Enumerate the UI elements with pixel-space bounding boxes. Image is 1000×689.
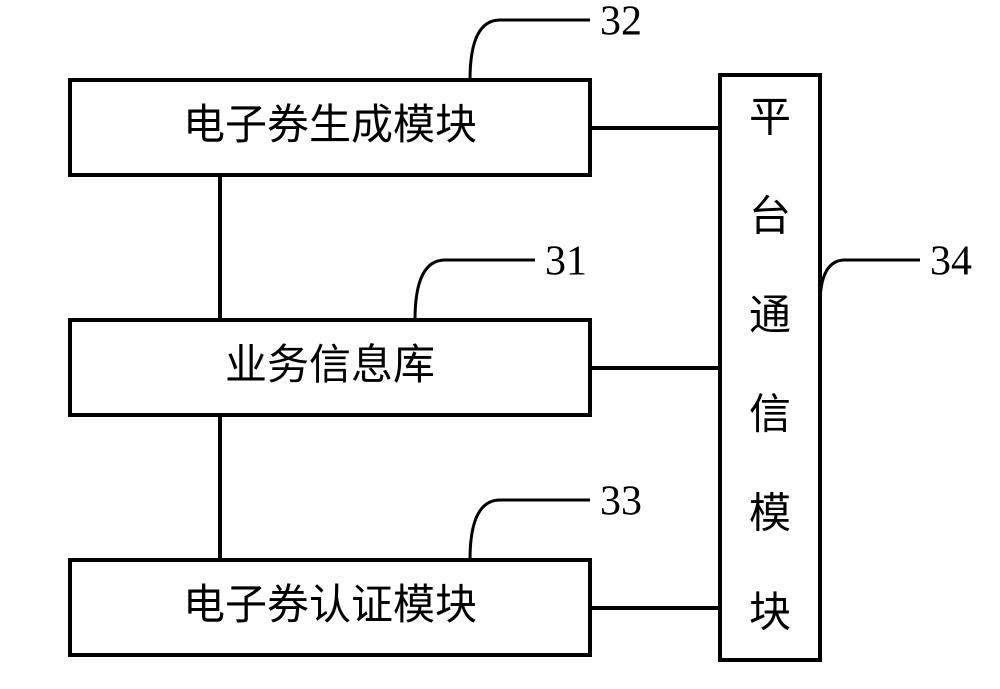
canvas-bg [0,0,1000,689]
ref-label-31: 31 [545,239,587,285]
box-label-b31: 业务信息库 [225,342,435,389]
ref-label-32: 32 [600,0,642,45]
ref-label-33: 33 [600,479,642,525]
box-vchar-b34-1: 台 [749,195,791,241]
ref-label-34: 34 [930,239,972,285]
box-vchar-b34-3: 信 [749,393,791,439]
box-vchar-b34-4: 模 [749,492,791,538]
box-vchar-b34-0: 平 [749,96,791,142]
box-vchar-b34-2: 通 [749,294,791,340]
box-label-b32: 电子券生成模块 [183,103,477,149]
box-label-b33: 电子券认证模块 [183,583,477,629]
box-vchar-b34-5: 块 [749,591,791,637]
